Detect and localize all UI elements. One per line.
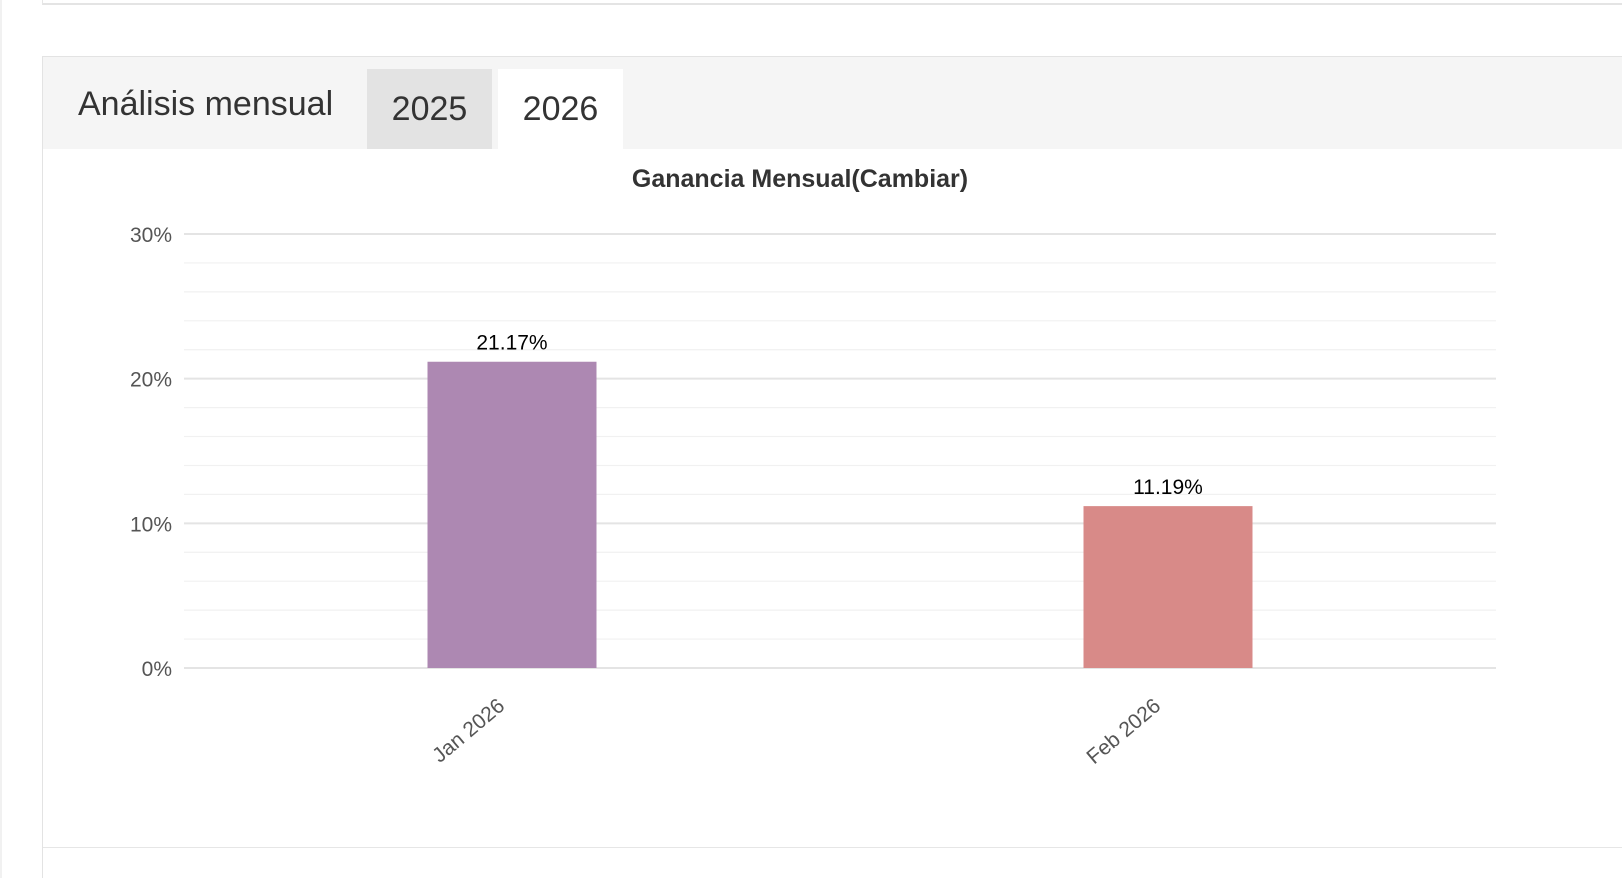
monthly-analysis-panel: Análisis mensual 2025 2026 0% 10% 20% 30% 2…	[42, 56, 1622, 878]
panel-footer-divider	[43, 847, 1622, 848]
bars: 21.17% 11.19%	[427, 332, 1253, 668]
left-edge-divider	[0, 0, 2, 878]
y-tick-label: 10%	[130, 513, 172, 536]
monthly-profit-chart: 0% 10% 20% 30% 21.17% 11.19% Jan 2026 Feb 202…	[130, 165, 1496, 769]
x-tick-label: Feb 2026	[1082, 694, 1165, 769]
x-axis: Jan 2026 Feb 2026	[428, 694, 1165, 769]
x-tick-label: Jan 2026	[428, 694, 509, 767]
tab-2026[interactable]: 2026	[498, 69, 623, 149]
panel-title: Análisis mensual	[78, 85, 334, 123]
bar-feb-2026	[1083, 506, 1253, 668]
chart-title: Ganancia Mensual(Cambiar)	[632, 165, 968, 193]
bar-value-label: 21.17%	[476, 332, 547, 355]
bar-jan-2026	[427, 361, 597, 668]
y-tick-label: 30%	[130, 224, 172, 247]
y-axis: 0% 10% 20% 30%	[130, 224, 172, 681]
chart-grid	[184, 233, 1496, 669]
panel-header: Análisis mensual 2025 2026	[43, 57, 1622, 149]
previous-card	[42, 0, 1622, 5]
y-tick-label: 20%	[130, 369, 172, 392]
tab-2025[interactable]: 2025	[367, 69, 492, 149]
bar-value-label: 11.19%	[1133, 476, 1203, 499]
y-tick-label: 0%	[142, 658, 172, 681]
